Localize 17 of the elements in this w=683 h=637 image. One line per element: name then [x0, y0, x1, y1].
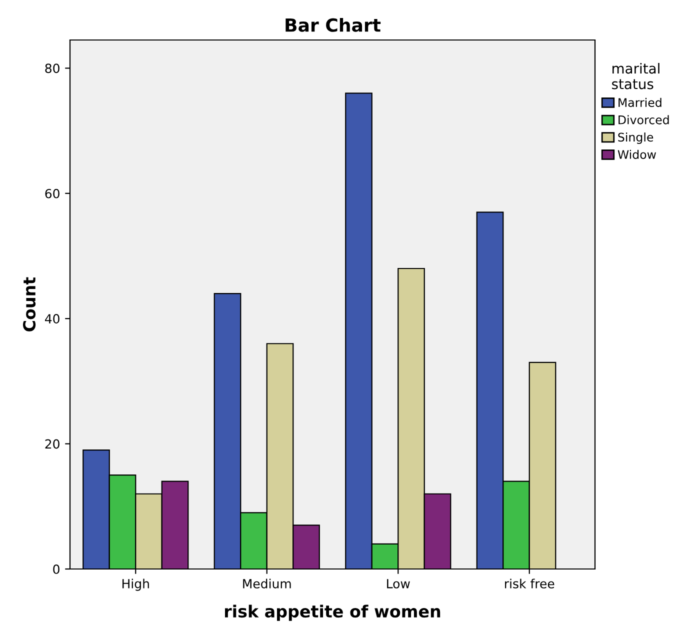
x-tick-label: risk free	[505, 578, 554, 588]
y-tick-label: 60	[45, 188, 60, 198]
x-axis-title: risk appetite of women	[225, 604, 440, 621]
x-tick-label: Low	[387, 579, 410, 588]
x-tick-label: Medium	[243, 578, 291, 588]
legend-label: Single	[618, 132, 654, 144]
legend-label: Widow	[618, 150, 656, 159]
y-tick-label: 0	[53, 564, 60, 574]
legend-label: Divorced	[618, 115, 669, 124]
y-tick-label: 80	[45, 64, 60, 74]
chart-title: Bar Chart	[286, 18, 381, 32]
x-tick-label: High	[122, 578, 149, 591]
y-axis-title: Count	[22, 277, 36, 332]
y-tick-label: 20	[45, 439, 60, 449]
legend-label: Married	[618, 98, 662, 107]
legend-title: marital status	[612, 62, 660, 90]
y-tick-label: 40	[44, 314, 60, 324]
